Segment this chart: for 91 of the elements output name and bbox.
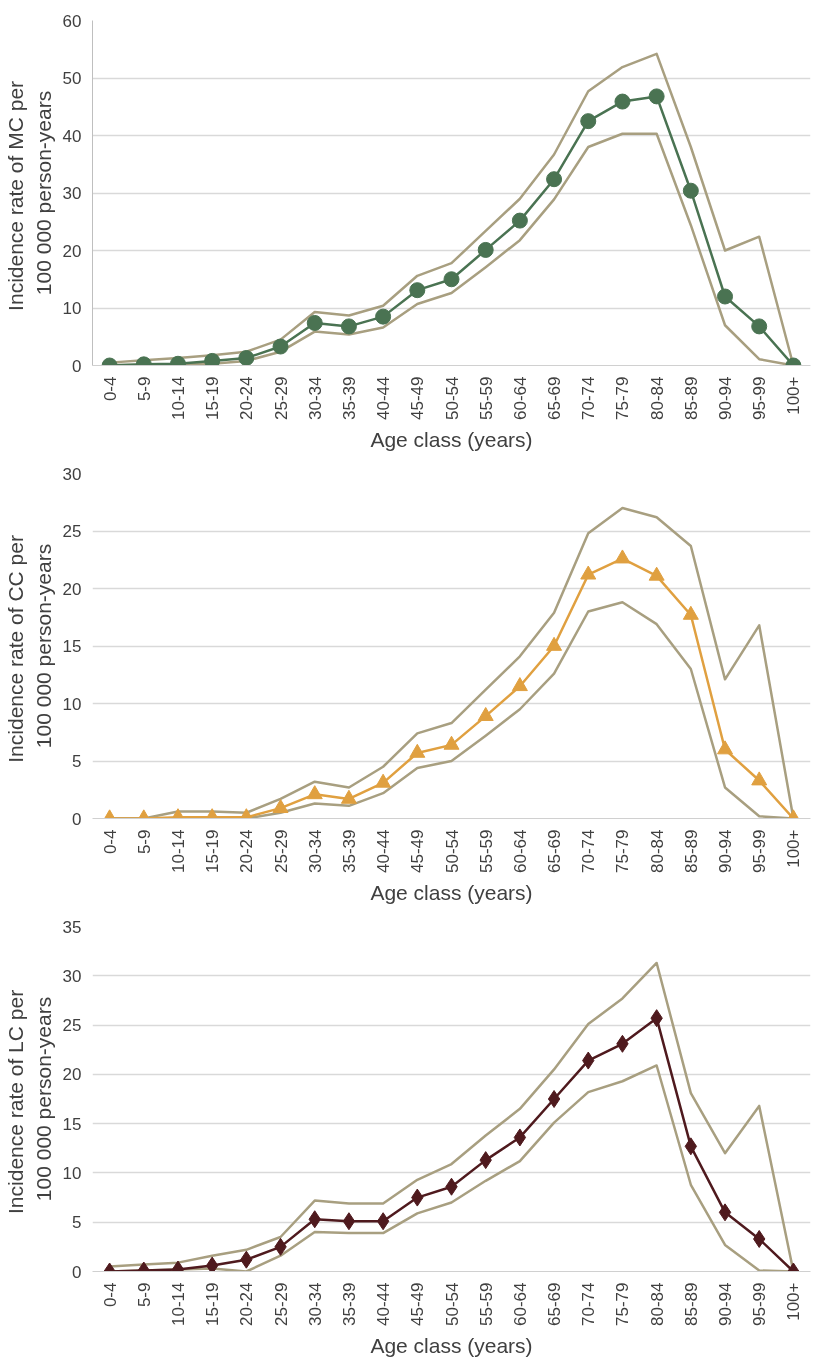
x-tick-label: 95-99	[750, 1282, 770, 1326]
y-tick-label: 30	[62, 464, 82, 484]
y-tick-label: 50	[62, 69, 82, 88]
x-tick-label: 55-59	[476, 1282, 496, 1326]
y-tick-label: 30	[62, 184, 82, 203]
y-tick-label: 25	[62, 522, 82, 541]
x-tick-label: 35-39	[339, 376, 359, 420]
x-tick-label: 10-14	[168, 1282, 188, 1326]
x-tick-label: 90-94	[716, 1282, 736, 1326]
y-axis-title: Incidence rate of MC per 100 000 person-years	[3, 80, 55, 311]
x-tick-label: 30-34	[305, 829, 325, 873]
x-tick-label: 10-14	[168, 376, 188, 420]
x-tick-label: 45-49	[408, 376, 428, 420]
x-tick-label: 100+	[784, 1282, 804, 1321]
x-tick-label: 50-54	[442, 829, 462, 873]
x-tick-label: 50-54	[442, 1282, 462, 1326]
x-tick-label: 30-34	[305, 376, 325, 420]
x-tick-label: 15-19	[203, 1282, 223, 1326]
x-tick-label: 95-99	[750, 376, 770, 420]
x-tick-label: 5-9	[134, 376, 154, 402]
x-tick-label: 25-29	[271, 1282, 291, 1326]
x-tick-label: 0-4	[100, 1282, 120, 1308]
x-tick-label: 50-54	[442, 376, 462, 420]
x-tick-label: 55-59	[476, 376, 496, 420]
y-tick-label: 30	[62, 966, 82, 986]
x-tick-label: 0-4	[100, 829, 120, 855]
x-tick-label: 40-44	[374, 1282, 394, 1326]
x-tick-label: 75-79	[613, 1282, 633, 1326]
x-tick-label: 85-89	[681, 376, 701, 420]
x-tick-label: 20-24	[237, 1282, 257, 1326]
x-tick-label: 75-79	[613, 829, 633, 873]
x-tick-label: 70-74	[579, 1282, 599, 1326]
x-tick-label: 30-34	[305, 1282, 325, 1326]
x-tick-label: 15-19	[203, 376, 223, 420]
y-tick-label: 20	[62, 241, 82, 261]
x-tick-label: 20-24	[237, 376, 257, 420]
x-tick-label: 100+	[784, 376, 804, 415]
x-tick-label: 55-59	[476, 829, 496, 873]
x-tick-label: 60-64	[510, 376, 530, 420]
x-tick-label: 45-49	[408, 1282, 428, 1326]
x-tick-label: 70-74	[579, 376, 599, 420]
x-tick-label: 5-9	[134, 1282, 154, 1308]
x-tick-label: 60-64	[510, 829, 530, 873]
y-tick-label: 15	[62, 637, 82, 656]
x-tick-label: 40-44	[374, 376, 394, 420]
x-tick-label: 65-69	[545, 829, 565, 873]
y-axis-title: Incidence rate of LC per 100 000 person-years	[3, 989, 55, 1214]
x-tick-label: 95-99	[750, 829, 770, 873]
x-axis-title: Age class (years)	[370, 427, 533, 451]
x-tick-label: 25-29	[271, 376, 291, 420]
x-axis-title: Age class (years)	[370, 880, 533, 904]
y-tick-label: 5	[72, 752, 82, 771]
y-tick-label: 60	[62, 11, 82, 31]
x-tick-label: 20-24	[237, 829, 257, 873]
x-tick-label: 90-94	[716, 829, 736, 873]
x-tick-label: 80-84	[647, 829, 667, 873]
x-tick-label: 65-69	[545, 376, 565, 420]
x-tick-label: 0-4	[100, 376, 120, 402]
y-tick-label: 10	[62, 299, 82, 318]
x-tick-label: 85-89	[681, 1282, 701, 1326]
x-tick-label: 60-64	[510, 1282, 530, 1326]
x-tick-label: 100+	[784, 829, 804, 868]
y-tick-label: 10	[62, 694, 82, 714]
x-tick-label: 5-9	[134, 829, 154, 855]
y-tick-label: 10	[62, 1163, 82, 1183]
y-tick-label: 5	[72, 1213, 82, 1233]
x-tick-label: 75-79	[613, 376, 633, 420]
y-axis-title: Incidence rate of CC per 100 000 person-years	[3, 535, 55, 763]
y-tick-label: 15	[62, 1114, 82, 1134]
y-tick-label: 0	[72, 1262, 82, 1282]
x-tick-label: 35-39	[339, 829, 359, 873]
x-tick-label: 70-74	[579, 829, 599, 873]
x-tick-label: 80-84	[647, 1282, 667, 1326]
x-tick-label: 85-89	[681, 829, 701, 873]
x-tick-label: 45-49	[408, 829, 428, 873]
x-tick-label: 15-19	[203, 829, 223, 873]
y-tick-label: 25	[62, 1016, 82, 1036]
x-tick-label: 25-29	[271, 829, 291, 873]
x-tick-label: 35-39	[339, 1282, 359, 1326]
y-tick-label: 0	[72, 356, 82, 376]
x-tick-label: 65-69	[545, 1282, 565, 1326]
y-tick-label: 35	[62, 917, 82, 937]
y-tick-label: 20	[62, 579, 82, 599]
y-tick-label: 0	[72, 809, 82, 829]
y-tick-label: 40	[62, 126, 82, 146]
x-tick-label: 10-14	[168, 829, 188, 873]
y-tick-label: 20	[62, 1065, 82, 1085]
x-tick-label: 80-84	[647, 376, 667, 420]
x-tick-label: 40-44	[374, 829, 394, 873]
x-axis-title: Age class (years)	[370, 1333, 533, 1357]
x-tick-label: 90-94	[716, 376, 736, 420]
